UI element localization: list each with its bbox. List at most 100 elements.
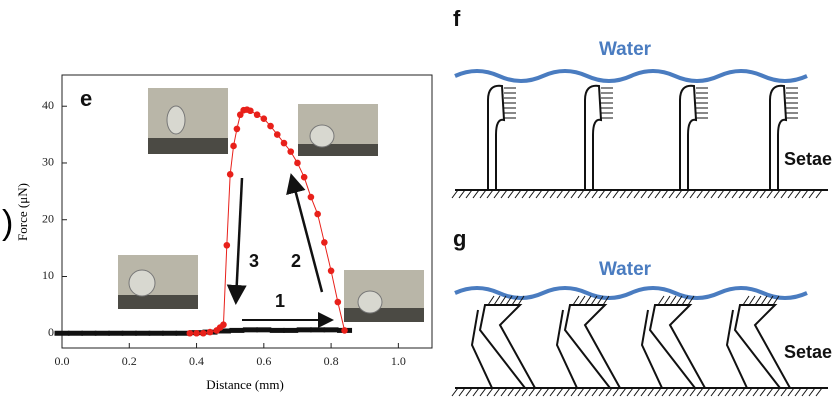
x-tick-label: 0.0	[55, 354, 70, 368]
hatch	[802, 388, 808, 396]
point	[341, 327, 348, 334]
hatch	[739, 190, 745, 198]
x-tick-label: 1.0	[391, 354, 406, 368]
y-tick-label: 20	[42, 211, 54, 225]
point	[230, 143, 237, 150]
setae-label: Setae	[784, 342, 832, 362]
hatch	[599, 190, 605, 198]
y-tick-label: 0	[48, 325, 54, 339]
seta-hair	[664, 296, 670, 305]
hatch	[522, 190, 528, 198]
water-label: Water	[599, 39, 652, 60]
hatch	[466, 388, 472, 396]
hatch	[578, 190, 584, 198]
hatch	[473, 388, 479, 396]
hatch	[788, 388, 794, 396]
hatch	[606, 388, 612, 396]
point	[324, 327, 339, 332]
annotation: 1	[275, 291, 285, 311]
seta-hair	[579, 296, 585, 305]
x-tick-label: 0.6	[256, 354, 271, 368]
hatch	[564, 190, 570, 198]
point	[281, 140, 288, 147]
hatch	[725, 190, 731, 198]
hatch	[781, 190, 787, 198]
hatch	[648, 190, 654, 198]
hatch	[795, 388, 801, 396]
hatch	[627, 190, 633, 198]
hatch	[515, 190, 521, 198]
point	[335, 299, 342, 306]
hatch	[487, 388, 493, 396]
point	[68, 331, 83, 336]
hatch	[613, 388, 619, 396]
x-tick-label: 0.2	[122, 354, 137, 368]
water-label: Water	[599, 259, 652, 280]
hatch	[767, 190, 773, 198]
point	[274, 131, 281, 138]
inset-photo-ground	[118, 295, 198, 309]
setae-label: Setae	[784, 149, 832, 169]
point	[187, 330, 194, 337]
point	[81, 331, 96, 336]
hatch	[529, 190, 535, 198]
y-tick-label: 30	[42, 155, 54, 169]
point	[254, 111, 261, 118]
hatch	[732, 190, 738, 198]
point	[267, 123, 274, 130]
point	[261, 115, 268, 122]
seta	[770, 86, 786, 190]
hatch	[487, 190, 493, 198]
hatch	[641, 190, 647, 198]
hatch	[494, 190, 500, 198]
point	[229, 328, 244, 333]
seta-hair	[500, 296, 506, 305]
hatch	[592, 388, 598, 396]
hatch	[669, 190, 675, 198]
hatch	[816, 190, 822, 198]
panel-label: g	[453, 226, 466, 251]
hatch	[676, 190, 682, 198]
hatch	[494, 388, 500, 396]
hatch	[690, 388, 696, 396]
hatch	[788, 190, 794, 198]
hatch	[641, 388, 647, 396]
hatch	[466, 190, 472, 198]
x-tick-label: 0.4	[189, 354, 204, 368]
hatch	[648, 388, 654, 396]
hatch	[767, 388, 773, 396]
seta	[480, 305, 535, 388]
hatch	[564, 388, 570, 396]
hatch	[543, 190, 549, 198]
hatch	[620, 190, 626, 198]
hatch	[711, 388, 717, 396]
annotation: 3	[249, 251, 259, 271]
hatch	[774, 388, 780, 396]
hatch	[452, 190, 458, 198]
point	[200, 330, 207, 337]
hatch	[697, 190, 703, 198]
hatch	[746, 388, 752, 396]
hatch	[753, 388, 759, 396]
point	[108, 331, 123, 336]
x-tick-label: 0.8	[324, 354, 339, 368]
point	[256, 327, 271, 332]
point	[283, 328, 298, 333]
hatch	[655, 388, 661, 396]
hatch	[662, 190, 668, 198]
hatch	[536, 388, 542, 396]
hatch	[809, 190, 815, 198]
seta-hair	[585, 296, 591, 305]
hatch	[557, 190, 563, 198]
point	[328, 268, 335, 275]
water-surface	[455, 71, 807, 81]
hatch	[704, 190, 710, 198]
hatch	[459, 388, 465, 396]
point	[207, 329, 214, 336]
point	[297, 327, 312, 332]
y-tick-label: 10	[42, 268, 54, 282]
point	[287, 148, 294, 155]
x-axis-label: Distance (mm)	[206, 377, 284, 392]
hatch	[753, 190, 759, 198]
hatch	[655, 190, 661, 198]
